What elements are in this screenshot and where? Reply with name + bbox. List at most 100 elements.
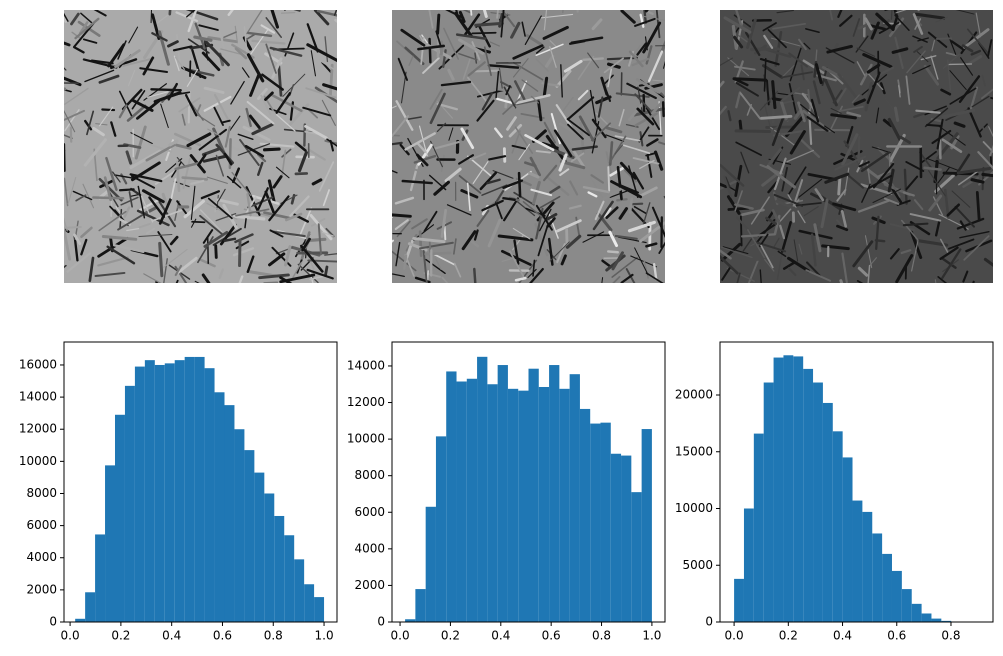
blade	[284, 10, 286, 11]
blade	[867, 264, 871, 283]
blade	[540, 13, 574, 19]
blade	[635, 78, 660, 94]
blade	[272, 175, 283, 189]
blade	[663, 195, 665, 199]
strokes	[720, 10, 993, 283]
blade	[486, 178, 501, 185]
blade	[139, 67, 169, 74]
blade	[893, 106, 900, 122]
blade	[105, 156, 118, 191]
blade	[173, 132, 201, 147]
blade	[423, 210, 438, 233]
blade	[177, 256, 198, 274]
blade	[181, 176, 209, 181]
blade	[130, 132, 153, 144]
blade	[735, 141, 762, 156]
blade	[241, 67, 250, 78]
blade	[64, 110, 76, 133]
blade	[788, 166, 807, 195]
blade	[806, 116, 829, 132]
blade	[859, 63, 873, 86]
blade	[239, 138, 260, 166]
blade	[112, 243, 145, 253]
blade	[524, 134, 555, 152]
blade	[628, 165, 639, 199]
blade	[832, 202, 857, 212]
blade	[766, 165, 797, 189]
blade	[154, 12, 171, 26]
blade	[453, 238, 457, 255]
blade	[80, 238, 88, 256]
blade	[726, 267, 756, 282]
blade	[721, 267, 731, 281]
blade	[590, 122, 612, 142]
blade	[895, 10, 907, 14]
blade	[411, 167, 422, 173]
blade	[856, 280, 864, 283]
blade	[321, 61, 333, 74]
blade	[101, 234, 138, 241]
y-tick-label: 12000	[19, 422, 57, 436]
blade	[959, 220, 967, 231]
blade	[565, 234, 582, 249]
blade	[106, 245, 136, 265]
blade	[830, 113, 857, 120]
y-tick-label: 2000	[26, 582, 57, 596]
blade	[95, 123, 108, 126]
blade	[924, 105, 947, 116]
blade	[871, 146, 891, 154]
blade	[446, 204, 472, 216]
blade	[846, 111, 862, 118]
blade	[238, 238, 242, 268]
blade	[146, 91, 169, 98]
bar	[446, 371, 457, 622]
blade	[269, 229, 284, 238]
blade	[428, 37, 432, 64]
blade	[98, 210, 127, 232]
blade	[759, 269, 762, 283]
blade	[924, 107, 949, 128]
blade	[322, 83, 337, 91]
blade	[426, 270, 429, 283]
blade	[184, 93, 198, 117]
blade	[765, 48, 792, 58]
blade	[198, 128, 228, 151]
blade	[306, 268, 334, 280]
blade	[515, 93, 551, 105]
bar	[549, 365, 560, 622]
blade	[433, 180, 450, 196]
blade	[435, 258, 442, 270]
blade	[836, 219, 844, 228]
y-tick-label: 4000	[26, 550, 57, 564]
bar	[304, 584, 315, 622]
bar	[204, 368, 215, 622]
blade	[807, 172, 838, 181]
blade	[746, 18, 757, 49]
blade	[407, 116, 422, 120]
blade	[404, 46, 425, 66]
blade	[223, 237, 237, 243]
blade	[626, 82, 657, 100]
blade	[934, 173, 955, 193]
blade	[443, 27, 460, 60]
blade	[203, 95, 232, 112]
blade	[522, 201, 544, 219]
blade	[889, 223, 915, 231]
blade	[530, 188, 553, 197]
blade	[833, 150, 863, 165]
blade	[148, 196, 166, 218]
blade	[943, 188, 950, 219]
blade	[532, 259, 536, 277]
blade	[560, 64, 563, 98]
blade	[172, 45, 193, 52]
blade	[607, 250, 620, 254]
blade	[128, 26, 139, 44]
blade	[275, 166, 290, 179]
blade	[747, 260, 759, 283]
blade	[216, 194, 219, 210]
blade	[936, 118, 944, 150]
blade	[607, 166, 611, 192]
blade	[962, 270, 969, 283]
y-tick-label: 5000	[682, 558, 713, 572]
blade	[428, 10, 434, 29]
